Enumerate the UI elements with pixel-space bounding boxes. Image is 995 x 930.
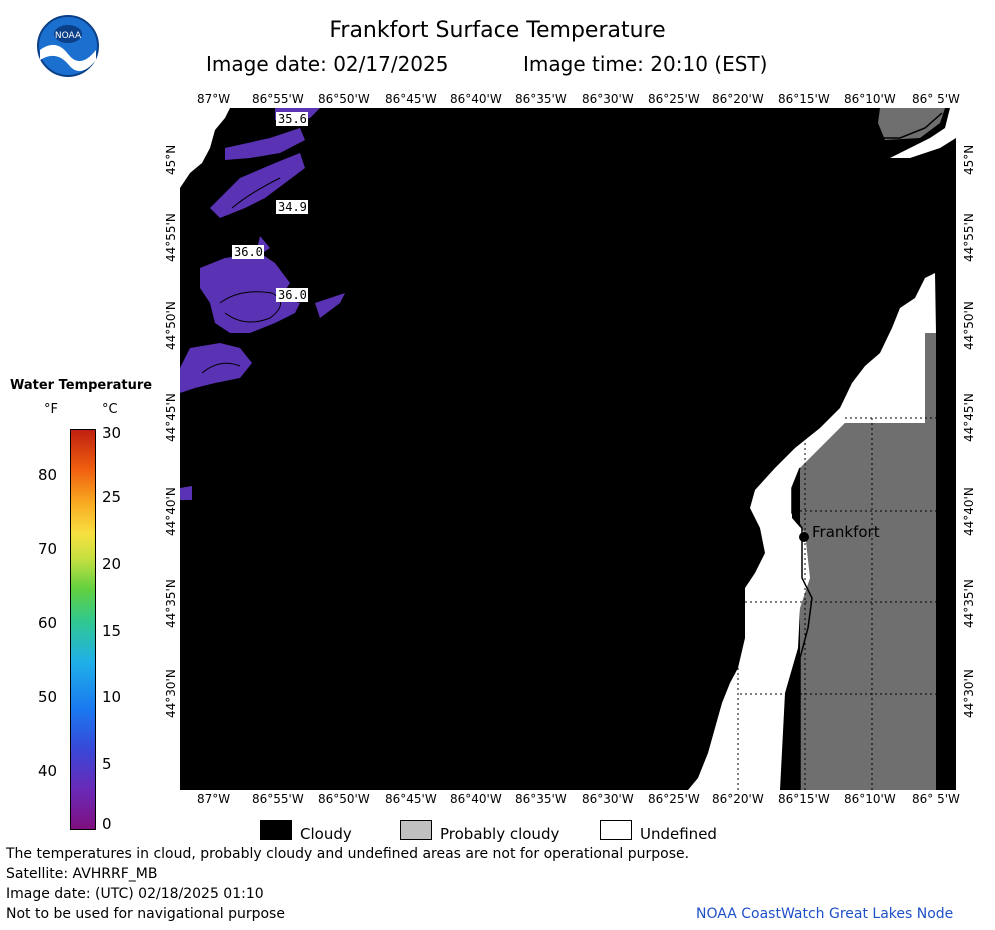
legend-c-tick: 10	[102, 688, 122, 706]
city-label: Frankfort	[812, 523, 880, 541]
legend-unit-c: °C	[102, 402, 118, 417]
lat-tick-label: 44°40'N	[962, 487, 976, 536]
map-panel: 35.6 34.9 36.0 36.0 Frankfort	[180, 108, 956, 790]
frankfort-marker	[799, 532, 809, 542]
lon-tick-label: 86°25'W	[648, 92, 700, 106]
undefined-area	[688, 273, 936, 790]
key-probably-cloudy-label: Probably cloudy	[440, 825, 560, 843]
legend-f-tick: 60	[38, 614, 58, 632]
legend-c-tick: 25	[102, 488, 122, 506]
footer-utc-date: Image date: (UTC) 02/18/2025 01:10	[6, 886, 264, 902]
lon-tick-label: 86°30'W	[582, 92, 634, 106]
lon-tick-label: 86°55'W	[252, 792, 304, 806]
lon-tick-label: 86°30'W	[582, 792, 634, 806]
map-title: Frankfort Surface Temperature	[329, 18, 666, 43]
undefined-area-nw	[180, 108, 230, 188]
lon-tick-label: 86°20'W	[712, 92, 764, 106]
key-cloudy-swatch	[260, 820, 292, 840]
key-cloudy-label: Cloudy	[300, 825, 352, 843]
lat-tick-label: 44°55'N	[164, 213, 178, 262]
graticule	[737, 417, 936, 790]
contour-label: 35.6	[278, 112, 307, 126]
image-time: Image time: 20:10 (EST)	[523, 52, 768, 76]
lon-tick-label: 86°35'W	[515, 92, 567, 106]
lon-tick-label: 86°10'W	[844, 792, 896, 806]
key-probably-cloudy-swatch	[400, 820, 432, 840]
color-bar	[70, 429, 96, 830]
coastline	[791, 467, 813, 790]
lon-tick-label: 86°45'W	[385, 792, 437, 806]
lon-tick-label: 86°25'W	[648, 792, 700, 806]
svg-text:NOAA: NOAA	[55, 31, 82, 41]
contour-label: 36.0	[234, 245, 263, 259]
land-area	[800, 333, 936, 790]
lon-tick-label: 86°45'W	[385, 92, 437, 106]
lon-tick-label: 86°50'W	[318, 792, 370, 806]
lon-tick-label: 86°35'W	[515, 792, 567, 806]
legend-c-tick: 5	[102, 755, 112, 773]
lon-tick-label: 86° 5'W	[912, 92, 960, 106]
lat-tick-label: 44°50'N	[962, 301, 976, 350]
legend-unit-f: °F	[44, 402, 58, 417]
footer-nav-note: Not to be used for navigational purpose	[6, 906, 285, 922]
legend-f-tick: 40	[38, 762, 58, 780]
lat-tick-label: 45°N	[962, 144, 976, 175]
lon-tick-label: 86°55'W	[252, 92, 304, 106]
legend-f-tick: 80	[38, 466, 58, 484]
footer-credit: NOAA CoastWatch Great Lakes Node	[696, 906, 954, 922]
lat-tick-label: 44°35'N	[962, 579, 976, 628]
lat-tick-label: 44°45'N	[962, 393, 976, 442]
legend-c-tick: 0	[102, 815, 112, 833]
lon-tick-label: 86°40'W	[450, 792, 502, 806]
lat-tick-label: 44°30'N	[164, 669, 178, 718]
lat-tick-label: 44°30'N	[962, 669, 976, 718]
legend-f-tick: 70	[38, 540, 58, 558]
lon-tick-label: 87°W	[197, 792, 231, 806]
land-area-north	[878, 108, 945, 140]
key-undefined-swatch	[600, 820, 632, 840]
lat-tick-label: 45°N	[164, 144, 178, 175]
legend-c-tick: 15	[102, 622, 122, 640]
noaa-logo: NOAA	[36, 14, 100, 78]
contour-label: 34.9	[278, 200, 307, 214]
undefined-area-north	[890, 108, 956, 158]
footer-satellite: Satellite: AVHRRF_MB	[6, 866, 158, 882]
legend-c-tick: 20	[102, 555, 122, 573]
legend-c-tick: 30	[102, 424, 122, 442]
lon-tick-label: 87°W	[197, 92, 231, 106]
lon-tick-label: 86°15'W	[778, 92, 830, 106]
coastline-north	[880, 112, 943, 139]
lat-tick-label: 44°40'N	[164, 487, 178, 536]
lon-tick-label: 86°40'W	[450, 92, 502, 106]
key-undefined-label: Undefined	[640, 825, 717, 843]
contour-label: 36.0	[278, 288, 307, 302]
legend-title: Water Temperature	[10, 378, 153, 393]
lon-tick-label: 86°10'W	[844, 92, 896, 106]
image-date: Image date: 02/17/2025	[206, 52, 449, 76]
lon-tick-label: 86°15'W	[778, 792, 830, 806]
lat-tick-label: 44°35'N	[164, 579, 178, 628]
lon-tick-label: 86°20'W	[712, 792, 764, 806]
lat-tick-label: 44°45'N	[164, 393, 178, 442]
lon-tick-label: 86° 5'W	[912, 792, 960, 806]
lon-tick-label: 86°50'W	[318, 92, 370, 106]
legend-f-tick: 50	[38, 688, 58, 706]
lat-tick-label: 44°50'N	[164, 301, 178, 350]
footer-note: The temperatures in cloud, probably clou…	[6, 846, 690, 862]
lat-tick-label: 44°55'N	[962, 213, 976, 262]
